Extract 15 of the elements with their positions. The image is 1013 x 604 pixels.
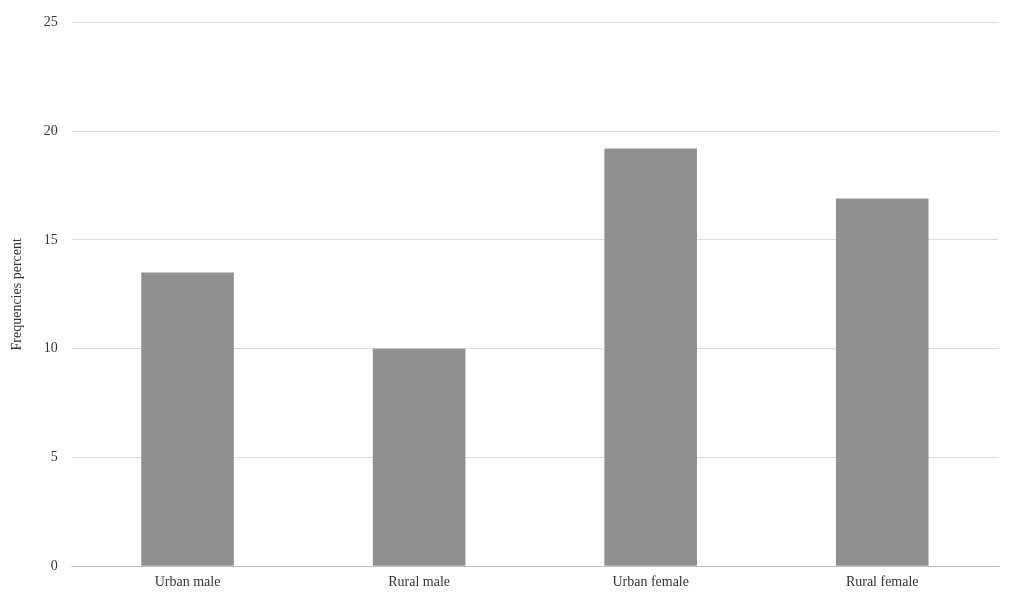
x-tick-label: Rural female (845, 574, 919, 590)
y-axis-title: Frequencies percent (9, 238, 25, 351)
y-tick-label: 20 (43, 122, 58, 138)
y-tick-label: 25 (43, 14, 58, 30)
y-tick-label: 0 (50, 557, 58, 573)
y-tick-label: 15 (43, 231, 58, 247)
x-tick-label: Rural male (388, 574, 451, 590)
y-tick-label: 5 (50, 449, 58, 465)
bar (604, 148, 697, 566)
x-tick-label: Urban male (154, 574, 221, 590)
bar (141, 272, 234, 566)
bar (372, 348, 466, 566)
y-tick-label: 10 (43, 340, 58, 356)
bar (835, 198, 929, 566)
x-tick-label: Urban female (612, 574, 689, 590)
